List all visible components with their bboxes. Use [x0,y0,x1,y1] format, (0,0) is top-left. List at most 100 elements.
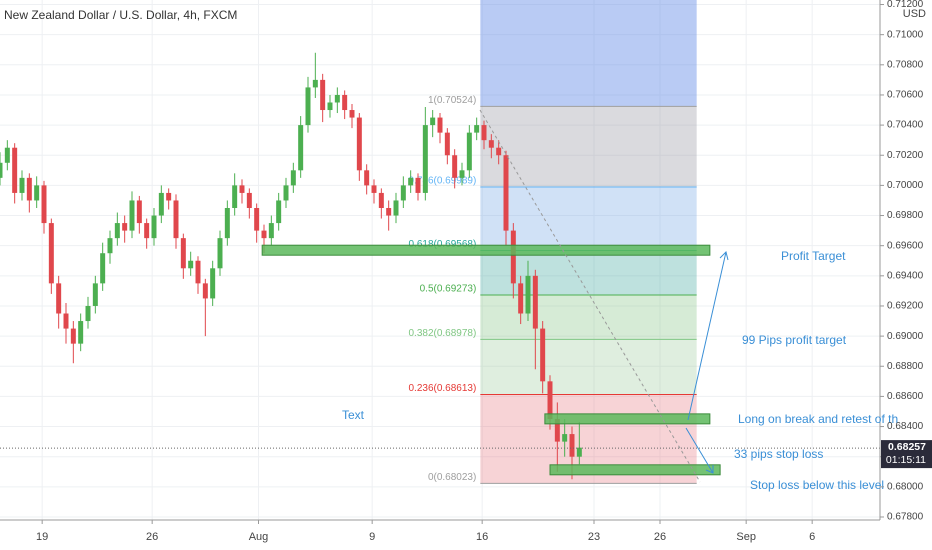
fib-label: 0.236(0.68613) [408,383,476,394]
candle-body [202,283,208,299]
candle-body [41,185,47,224]
candle-body [166,192,172,201]
candle-body [540,328,546,382]
annotation: Profit Target [781,249,846,263]
currency: USD [903,8,926,20]
fib-label: 1(0.70524) [428,95,476,106]
candle-body [261,230,267,239]
candle-body [334,94,340,103]
candle-body [452,155,458,178]
candle-body [415,177,421,193]
price-tag-label: 0.68257 [888,441,926,453]
candle-body [268,223,274,239]
candle-body [569,434,575,457]
candle-body [136,200,142,224]
chart-title: New Zealand Dollar / U.S. Dollar, 4h, FX… [4,8,237,22]
arrow-line [687,251,727,421]
candle-body [547,381,553,420]
candle-body [217,238,223,269]
zone-box [261,244,711,256]
candle-body [34,185,40,201]
arrow-head [705,465,714,474]
candle-body [144,223,150,239]
candle-body [210,268,216,299]
fib-label: 0.5(0.69273) [420,284,477,295]
fib-band [480,294,697,340]
candle-body [151,215,157,239]
candle-body [85,305,91,322]
fib-band [480,339,697,395]
y-tick-label: 0.70600 [887,90,924,101]
candle-body [158,192,164,216]
candle-body [503,155,509,231]
candle-body [56,283,62,314]
candle-body [195,260,201,284]
candle-body [437,117,443,133]
candle-body [312,79,318,88]
candle-body [100,253,106,284]
countdown: 01:15:11 [886,454,926,466]
x-tick-label: 9 [369,531,375,543]
candle-body [70,328,76,344]
candle-body [496,147,502,156]
arrow-line [685,427,714,474]
candle-body [0,162,3,178]
y-tick-label: 0.70000 [887,180,924,191]
fib-band [480,250,697,295]
candle-body [92,283,98,306]
y-tick-label: 0.70200 [887,150,924,161]
candle-body [459,170,465,178]
candle-body [576,447,582,457]
fib-label: 0.786(0.69989) [408,176,476,187]
y-tick-label: 0.68600 [887,391,924,402]
fib-label: 0.618(0.69568) [408,239,476,250]
candle-body [393,200,399,216]
y-tick-label: 0.69800 [887,210,924,221]
candle-body [371,185,377,193]
x-tick-label: Aug [249,531,269,543]
x-tick-label: 26 [146,531,158,543]
candle-body [19,177,25,193]
candle-body [114,223,120,239]
annotation: 33 pips stop loss [734,447,823,461]
candle-body [224,208,230,239]
annotation: Long on break and retest of th [738,412,898,426]
annotation: 99 Pips profit target [742,333,847,347]
plot-area: 1(0.70524) 0.786(0.69989) 0.618(0.69568) 0.… [0,0,880,520]
y-tick-label: 0.69200 [887,301,924,312]
y-tick-label: 0.69600 [887,240,924,251]
y-tick-label: 0.70800 [887,59,924,70]
candle-body [430,117,436,126]
candle-body [320,79,326,111]
y-tick-label: 0.67800 [887,512,924,523]
fib-label: 0(0.68023) [428,472,476,483]
x-tick-label: 26 [654,531,666,543]
candle-body [466,132,472,171]
fib-band [480,106,697,188]
y-tick-label: 0.68000 [887,481,924,492]
candle-body [408,177,414,186]
zone-box [544,413,711,425]
candle-body [510,230,516,284]
zone-box [549,464,721,476]
fib-label: 0.382(0.68978) [408,328,476,339]
annotation: Text [342,408,365,422]
x-tick-label: 16 [476,531,488,543]
candle-body [356,117,362,171]
candle-body [129,200,135,231]
candle-body [26,177,32,201]
candle-body [180,238,186,269]
candle-body [562,434,568,442]
candle-body [532,275,538,329]
candle-body [173,200,179,239]
y-tick-label: 0.68400 [887,421,924,432]
y-tick-label: 0.69000 [887,331,924,342]
candle-body [305,87,311,126]
candle-body [290,170,296,186]
candle-body [4,147,10,163]
candle-body [48,223,54,284]
candle-body [122,223,128,231]
x-tick-label: 6 [809,531,815,543]
